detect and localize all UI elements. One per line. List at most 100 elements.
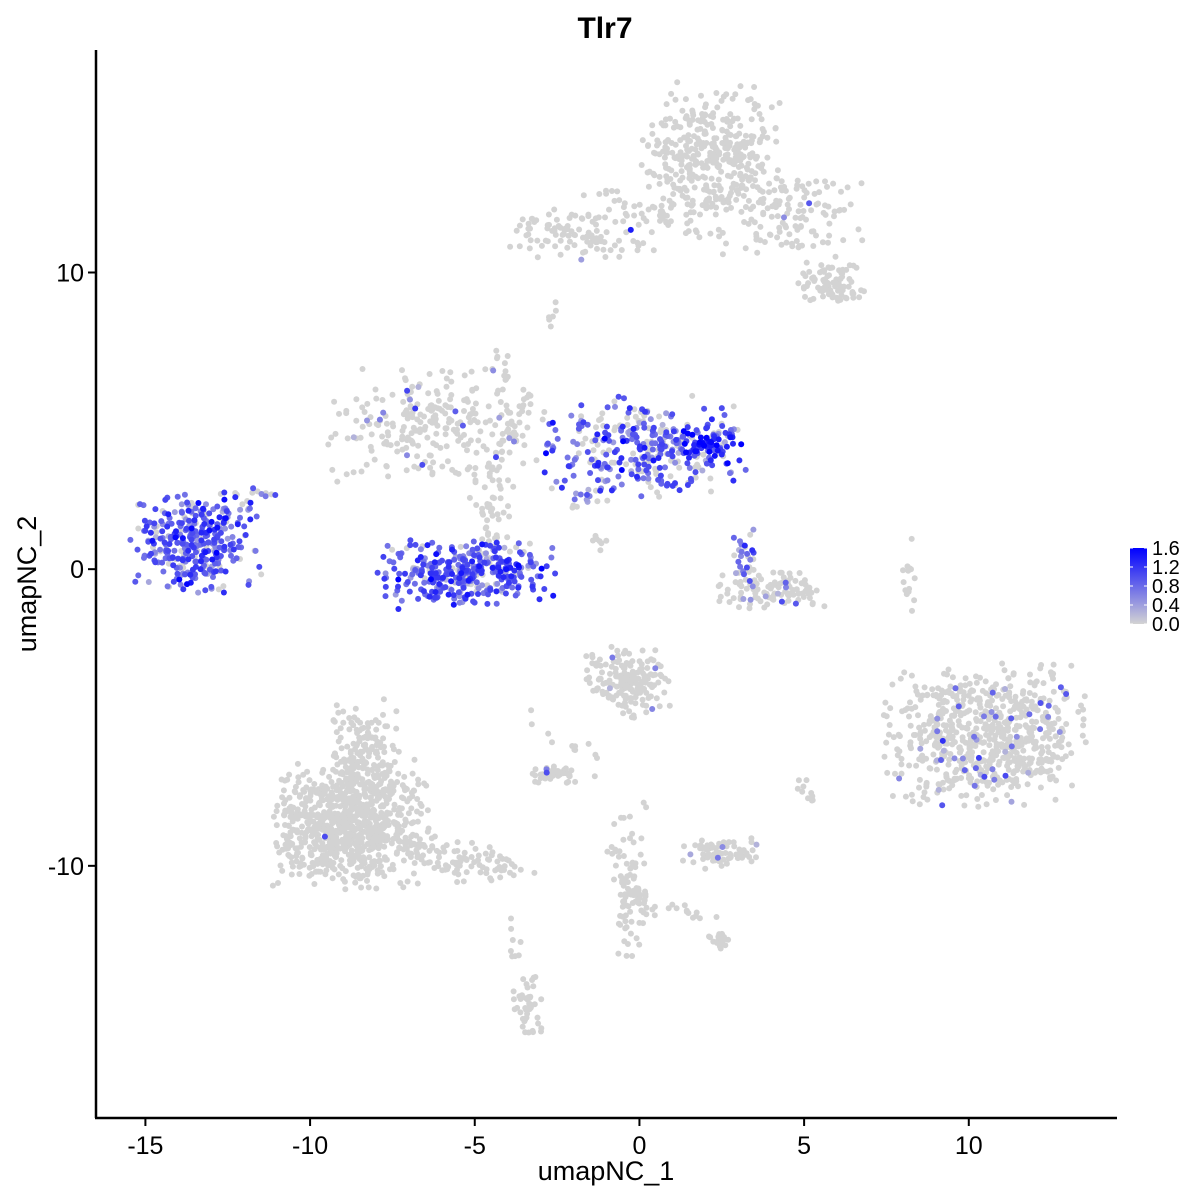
- unexpressed-cell-point: [713, 204, 720, 211]
- unexpressed-cell-point: [389, 546, 396, 553]
- expressed-cell-point: [143, 523, 150, 530]
- expressed-cell-point: [632, 456, 639, 463]
- unexpressed-cell-point: [630, 892, 637, 899]
- unexpressed-cell-point: [296, 835, 303, 842]
- unexpressed-cell-point: [386, 810, 393, 817]
- unexpressed-cell-point: [1045, 758, 1052, 765]
- expressed-cell-point: [233, 555, 240, 562]
- unexpressed-cell-point: [300, 787, 307, 793]
- expressed-cell-point: [991, 776, 998, 783]
- unexpressed-cell-point: [774, 234, 781, 241]
- unexpressed-cell-point: [329, 814, 336, 821]
- unexpressed-cell-point: [444, 458, 451, 465]
- unexpressed-cell-point: [1011, 768, 1018, 775]
- expressed-cell-point: [440, 574, 446, 581]
- unexpressed-cell-point: [294, 827, 300, 834]
- unexpressed-cell-point: [482, 850, 489, 857]
- unexpressed-cell-point: [466, 464, 473, 471]
- expressed-cell-point: [495, 544, 502, 551]
- expressed-cell-point: [172, 534, 179, 541]
- unexpressed-cell-point: [389, 391, 396, 398]
- expressed-cell-point: [185, 556, 192, 563]
- expressed-cell-point: [417, 546, 424, 553]
- expressed-cell-point: [707, 457, 714, 464]
- expressed-cell-point: [564, 454, 571, 461]
- expressed-cell-point: [456, 599, 463, 606]
- chart-title: Tlr7: [577, 12, 632, 45]
- unexpressed-cell-point: [414, 850, 420, 857]
- expressed-cell-point: [435, 574, 442, 581]
- unexpressed-cell-point: [973, 673, 979, 680]
- unexpressed-cell-point: [469, 839, 475, 846]
- unexpressed-cell-point: [859, 237, 866, 244]
- unexpressed-cell-point: [656, 180, 663, 187]
- unexpressed-cell-point: [524, 424, 531, 431]
- unexpressed-cell-point: [639, 696, 646, 703]
- unexpressed-cell-point: [724, 151, 731, 158]
- unexpressed-cell-point: [671, 184, 678, 191]
- unexpressed-cell-point: [353, 778, 360, 785]
- unexpressed-cell-point: [901, 669, 908, 676]
- unexpressed-cell-point: [435, 397, 442, 404]
- expressed-cell-point: [749, 583, 756, 590]
- unexpressed-cell-point: [1016, 723, 1023, 730]
- unexpressed-cell-point: [818, 262, 825, 269]
- unexpressed-cell-point: [377, 863, 384, 870]
- unexpressed-cell-point: [634, 247, 641, 254]
- unexpressed-cell-point: [645, 143, 651, 149]
- expressed-cell-point: [364, 417, 370, 424]
- unexpressed-cell-point: [485, 532, 491, 538]
- unexpressed-cell-point: [638, 835, 645, 842]
- unexpressed-cell-point: [743, 585, 750, 592]
- expressed-cell-point: [934, 715, 941, 722]
- unexpressed-cell-point: [363, 801, 370, 808]
- expressed-cell-point: [518, 573, 525, 580]
- unexpressed-cell-point: [979, 687, 986, 694]
- unexpressed-cell-point: [632, 694, 639, 701]
- expressed-cell-point: [629, 436, 636, 443]
- unexpressed-cell-point: [618, 247, 625, 253]
- unexpressed-cell-point: [427, 418, 434, 425]
- unexpressed-cell-point: [506, 449, 513, 456]
- unexpressed-cell-point: [1019, 698, 1026, 705]
- unexpressed-cell-point: [352, 825, 359, 832]
- expressed-cell-point: [672, 459, 679, 466]
- unexpressed-cell-point: [771, 187, 778, 194]
- unexpressed-cell-point: [732, 144, 739, 151]
- unexpressed-cell-point: [340, 876, 347, 883]
- expressed-cell-point: [709, 462, 716, 469]
- unexpressed-cell-point: [1052, 796, 1059, 803]
- unexpressed-cell-point: [371, 456, 378, 463]
- expressed-cell-point: [197, 566, 204, 573]
- unexpressed-cell-point: [1062, 753, 1069, 760]
- unexpressed-cell-point: [454, 430, 461, 437]
- unexpressed-cell-point: [514, 1004, 521, 1011]
- expressed-cell-point: [635, 466, 642, 473]
- unexpressed-cell-point: [971, 741, 978, 748]
- unexpressed-cell-point: [350, 787, 356, 794]
- unexpressed-cell-point: [639, 701, 646, 708]
- expressed-cell-point: [633, 434, 640, 441]
- color-legend: 0.00.40.81.21.6: [1130, 538, 1180, 636]
- unexpressed-cell-point: [972, 709, 979, 716]
- unexpressed-cell-point: [620, 710, 627, 717]
- unexpressed-cell-point: [838, 188, 844, 195]
- expressed-cell-point: [680, 428, 687, 435]
- unexpressed-cell-point: [923, 738, 930, 745]
- expressed-cell-point: [550, 592, 557, 599]
- unexpressed-cell-point: [469, 386, 476, 393]
- unexpressed-cell-point: [766, 180, 773, 187]
- unexpressed-cell-point: [708, 488, 714, 495]
- unexpressed-cell-point: [642, 888, 648, 895]
- unexpressed-cell-point: [670, 191, 677, 197]
- expressed-cell-point: [493, 600, 500, 607]
- unexpressed-cell-point: [654, 489, 661, 496]
- expressed-cell-point: [448, 578, 455, 585]
- unexpressed-cell-point: [700, 851, 707, 858]
- unexpressed-cell-point: [599, 669, 605, 676]
- expressed-cell-point: [228, 552, 234, 559]
- unexpressed-cell-point: [1017, 714, 1024, 721]
- unexpressed-cell-point: [324, 796, 331, 803]
- expressed-cell-point: [195, 589, 202, 596]
- unexpressed-cell-point: [328, 825, 335, 832]
